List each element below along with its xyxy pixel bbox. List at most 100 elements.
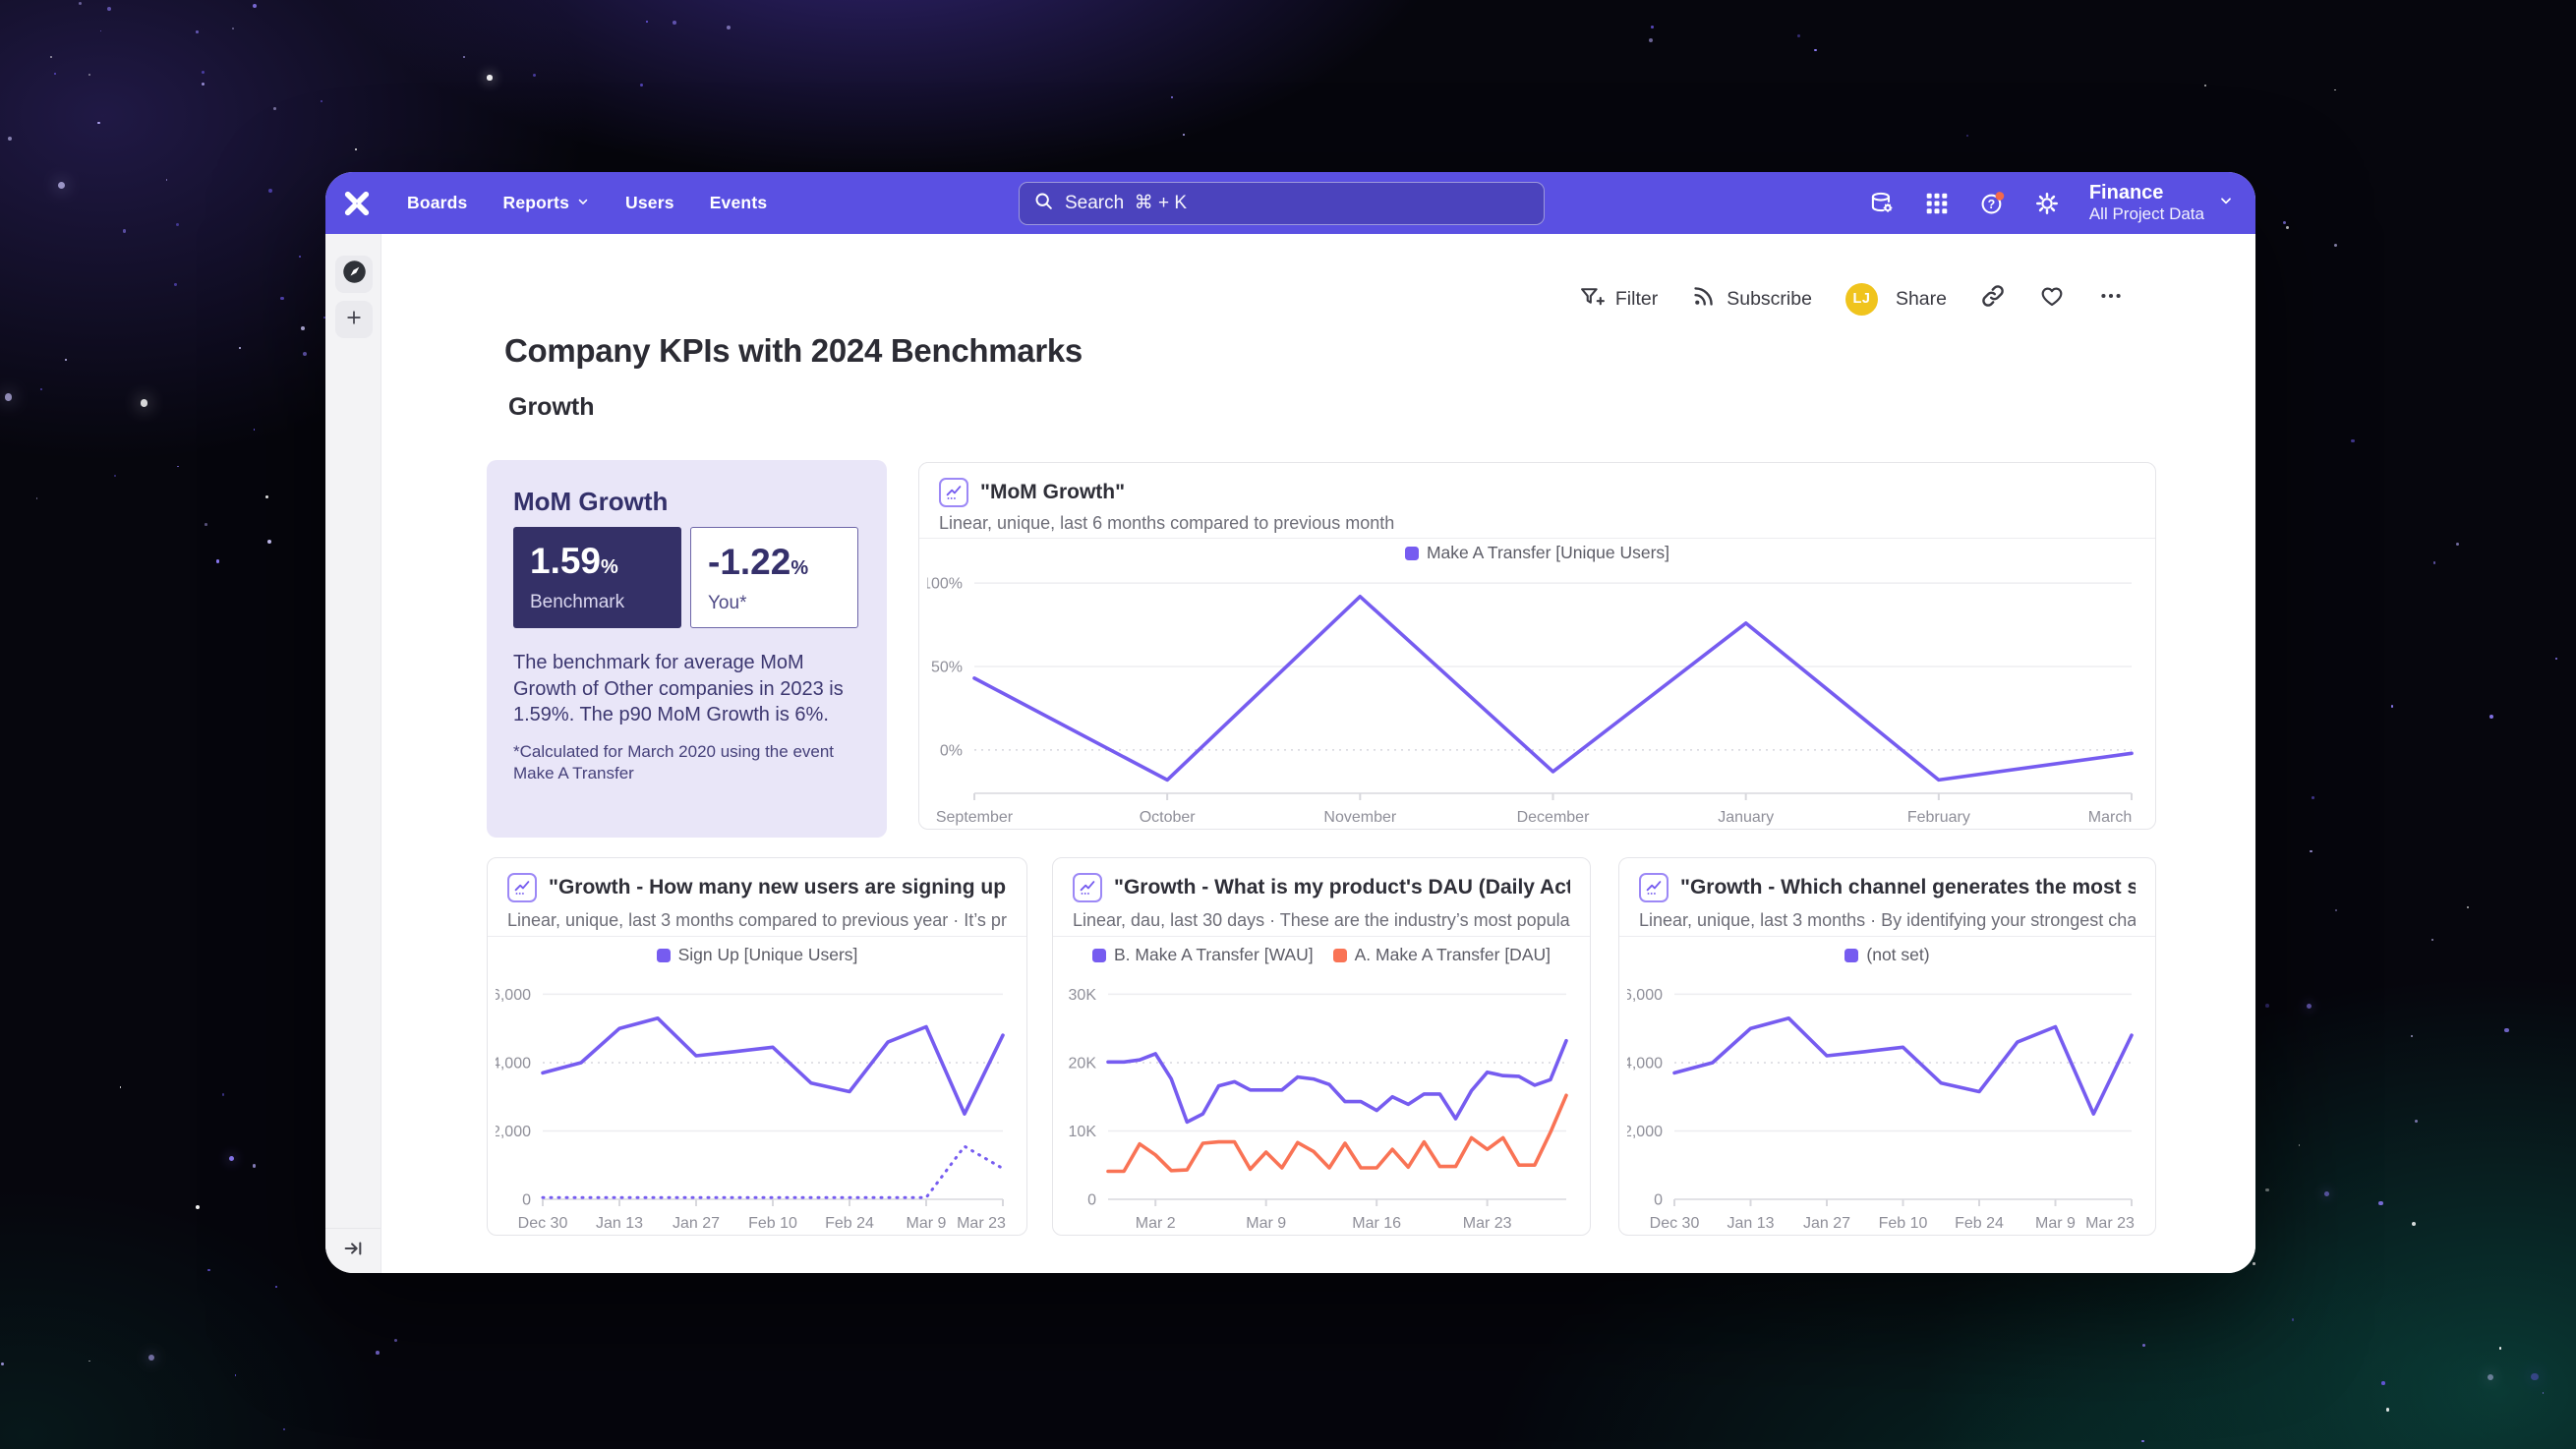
more-options-button[interactable] [2098,283,2124,315]
legend-label: (not set) [1866,945,1930,964]
svg-text:February: February [1907,809,1970,826]
link-icon [1980,283,2006,315]
mom-card-title: MoM Growth [513,487,669,516]
search-input[interactable] [1065,193,1530,214]
divider [919,538,2155,539]
subscribe-button[interactable]: Subscribe [1691,283,1812,315]
avatar-initials: LJ [1852,291,1871,307]
report-title[interactable]: "Growth - What is my product's DAU (Dail… [1114,876,1570,898]
mom-benchmark-description: The benchmark for average MoM Growth of … [513,652,844,725]
svg-text:30K: 30K [1069,987,1097,1004]
nav-item-boards[interactable]: Boards [407,193,468,213]
filter-icon [1579,284,1606,315]
rss-icon [1691,283,1717,315]
top-nav: Boards Reports Users Events [325,172,2255,234]
apps-grid-icon[interactable] [1924,191,1950,216]
filter-label: Filter [1614,287,1659,310]
new-board-button[interactable] [335,301,373,338]
chart-legend: Sign Up [Unique Users] [488,945,1026,967]
global-search[interactable] [1019,182,1545,225]
line-chart-icon [1073,873,1102,902]
svg-text:Feb 24: Feb 24 [1955,1215,2004,1232]
nav-item-label: Users [625,193,674,212]
svg-text:0: 0 [1654,1192,1663,1209]
chart-legend: Make A Transfer [Unique Users] [919,543,2155,565]
svg-text:October: October [1140,809,1197,826]
chart-canvas: 6,000 4,000 2,000 0 Dec 30 Jan 13 Jan 27 Feb 10… [1627,968,2143,1235]
legend-swatch [1844,948,1859,962]
svg-text:100%: 100% [927,576,963,593]
filter-button[interactable]: Filter [1579,284,1658,315]
data-connections-icon[interactable] [1869,191,1895,216]
svg-text:Mar 16: Mar 16 [1352,1215,1401,1232]
copy-link-button[interactable] [1980,283,2006,315]
svg-text:50%: 50% [931,660,963,676]
svg-text:2,000: 2,000 [496,1124,531,1140]
divider [488,936,1026,937]
chart-legend: B. Make A Transfer [WAU] A. Make A Transf… [1053,945,1590,967]
svg-text:Jan 13: Jan 13 [596,1215,643,1232]
avatar[interactable]: LJ [1844,282,1878,316]
chevron-down-icon [576,193,590,213]
nav-item-label: Reports [502,193,570,212]
nav-item-events[interactable]: Events [710,193,768,213]
favorite-button[interactable] [2039,283,2065,315]
svg-text:Mar 9: Mar 9 [1246,1215,1286,1232]
board-toolbar: Filter Subscribe LJ Share [1579,279,2124,319]
svg-text:Feb 24: Feb 24 [825,1215,874,1232]
report-title[interactable]: "MoM Growth" [980,481,1126,503]
nav-item-users[interactable]: Users [625,193,674,213]
report-card-mom-growth[interactable]: "MoM Growth" Linear, unique, last 6 mont… [918,462,2156,830]
settings-gear-icon[interactable] [2034,191,2060,216]
chevron-down-icon [2218,193,2234,213]
report-header: "Growth - Which channel generates the mo… [1639,873,2136,902]
svg-text:0%: 0% [940,742,963,759]
divider [1053,936,1590,937]
share-button[interactable]: Share [1896,288,1947,311]
svg-text:Mar 23: Mar 23 [1463,1215,1512,1232]
svg-text:Mar 23: Mar 23 [957,1215,1006,1232]
mixpanel-logo-icon[interactable] [342,189,372,218]
legend-item[interactable]: B. Make A Transfer [WAU] [1092,945,1314,965]
you-value: -1.22% [708,542,809,582]
mom-tiles: 1.59% Benchmark -1.22% You* [513,527,860,628]
left-sidebar [325,234,381,1273]
you-label: You* [708,593,747,613]
legend-item[interactable]: Make A Transfer [Unique Users] [1404,543,1670,563]
report-header: "MoM Growth" [939,478,2136,507]
app-window: Boards Reports Users Events [325,172,2255,1273]
svg-text:Mar 23: Mar 23 [2085,1215,2135,1232]
you-tile: -1.22% You* [690,527,858,628]
svg-text:Mar 9: Mar 9 [2035,1215,2076,1232]
benchmark-value: 1.59% [530,541,618,581]
legend-item[interactable]: A. Make A Transfer [DAU] [1332,945,1551,965]
svg-text:0: 0 [1087,1192,1096,1209]
nav-item-label: Events [709,193,768,212]
report-card-dau[interactable]: "Growth - What is my product's DAU (Dail… [1052,857,1591,1236]
chart-canvas: 100% 50% 0% September October November Decembe… [927,557,2143,829]
svg-text:0: 0 [522,1192,531,1209]
svg-text:Jan 27: Jan 27 [673,1215,720,1232]
report-title[interactable]: "Growth - How many new users are signing… [549,876,1007,898]
project-switcher[interactable]: Finance All Project Data [2089,182,2234,224]
report-subtitle: Linear, dau, last 30 days · These are th… [1073,910,1570,930]
svg-text:6,000: 6,000 [496,987,531,1004]
legend-label: Make A Transfer [Unique Users] [1426,543,1670,562]
help-icon[interactable]: ? [1979,191,2005,216]
legend-label: Sign Up [Unique Users] [677,945,858,964]
report-card-signup-channels[interactable]: "Growth - Which channel generates the mo… [1618,857,2156,1236]
report-subtitle: Linear, unique, last 6 months compared t… [939,513,1395,533]
nav-item-reports[interactable]: Reports [503,193,591,213]
report-title[interactable]: "Growth - Which channel generates the mo… [1680,876,2136,898]
report-card-new-users[interactable]: "Growth - How many new users are signing… [487,857,1027,1236]
legend-item[interactable]: (not set) [1844,945,1930,965]
legend-swatch [1092,948,1106,962]
svg-text:Jan 13: Jan 13 [1727,1215,1774,1232]
legend-item[interactable]: Sign Up [Unique Users] [656,945,858,965]
boards-directory-button[interactable] [335,256,373,293]
line-chart-icon [1639,873,1669,902]
expand-sidebar-button[interactable] [325,1228,381,1273]
chart-canvas: 30K 20K 10K 0 Mar 2 Mar 9 Mar 16 Mar 23 [1061,968,1578,1235]
nav-right-controls: ? Finance All Project Data [1869,172,2234,234]
svg-text:?: ? [1987,197,1995,210]
